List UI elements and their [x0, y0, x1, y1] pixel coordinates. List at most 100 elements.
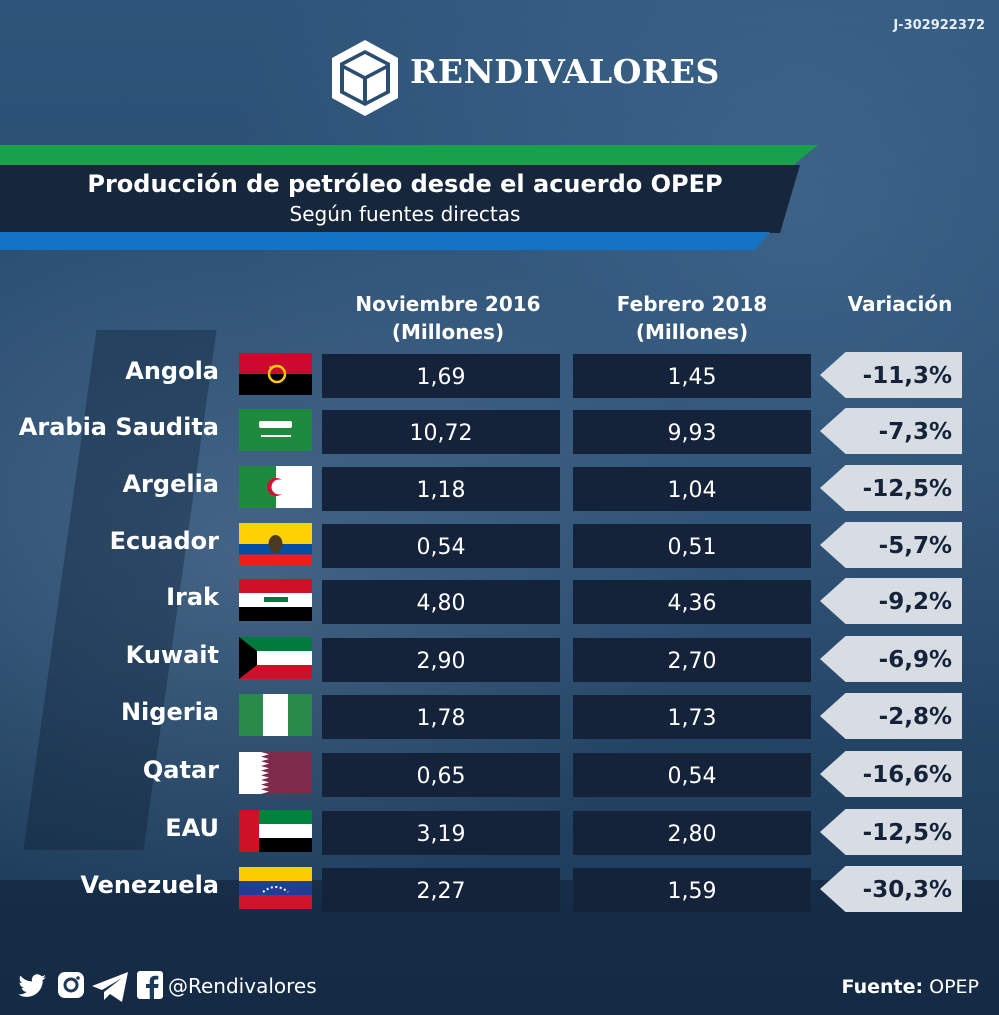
- page-title: Producción de petróleo desde el acuerdo …: [87, 170, 723, 198]
- arrow-left-icon: [820, 636, 962, 682]
- nigeria-flag-icon: [239, 694, 312, 736]
- value-feb-2018: 2,70: [573, 638, 811, 682]
- source-label: Fuente:: [841, 976, 924, 998]
- venezuela-flag-icon: [239, 867, 312, 909]
- value-feb-2018: 9,93: [573, 410, 811, 454]
- saudi-arabia-flag-icon: [239, 409, 312, 451]
- value-nov-2016: 10,72: [322, 410, 560, 454]
- instagram-icon[interactable]: [56, 970, 86, 1000]
- uae-flag-icon: [239, 810, 312, 852]
- variation-badge: -9,2%: [820, 578, 962, 624]
- value-feb-2018: 4,36: [573, 580, 811, 624]
- variation-badge: -30,3%: [820, 866, 962, 912]
- value-feb-2018: 2,80: [573, 811, 811, 855]
- variation-value: -16,6%: [862, 762, 952, 788]
- value-feb-2018: 0,51: [573, 524, 811, 568]
- value-nov-2016: 4,80: [322, 580, 560, 624]
- arrow-left-icon: [820, 809, 962, 855]
- page-subtitle: Según fuentes directas: [289, 202, 521, 226]
- variation-value: -5,7%: [878, 533, 952, 559]
- country-name: Ecuador: [109, 527, 219, 555]
- arrow-left-icon: [820, 408, 962, 454]
- value-feb-2018: 1,73: [573, 695, 811, 739]
- variation-value: -12,5%: [862, 820, 952, 846]
- country-name: Kuwait: [125, 641, 219, 669]
- arrow-left-icon: [820, 522, 962, 568]
- country-name: Qatar: [142, 756, 219, 784]
- variation-badge: -2,8%: [820, 693, 962, 739]
- table-row: EAU 3,19 2,80 -12,5%: [0, 809, 999, 855]
- variation-value: -12,5%: [862, 476, 952, 502]
- value-nov-2016: 2,90: [322, 638, 560, 682]
- column-header-unit: (Millones): [635, 320, 749, 344]
- document-id: J-302922372: [893, 18, 985, 33]
- variation-badge: -16,6%: [820, 751, 962, 797]
- variation-value: -2,8%: [878, 704, 952, 730]
- column-header-unit: (Millones): [391, 320, 505, 344]
- variation-value: -30,3%: [862, 877, 952, 903]
- arrow-left-icon: [820, 465, 962, 511]
- variation-value: -6,9%: [878, 647, 952, 673]
- value-nov-2016: 1,78: [322, 695, 560, 739]
- country-name: Argelia: [122, 470, 219, 498]
- social-handle[interactable]: @Rendivalores: [168, 974, 317, 998]
- telegram-icon[interactable]: [90, 970, 130, 1004]
- country-name: Venezuela: [80, 871, 219, 899]
- table-row: Nigeria 1,78 1,73 -2,8%: [0, 693, 999, 739]
- column-header-label: Febrero 2018: [616, 292, 768, 316]
- column-header-nov-2016: Noviembre 2016 (Millones): [322, 290, 574, 346]
- arrow-left-icon: [820, 866, 962, 912]
- table-row: Ecuador 0,54 0,51 -5,7%: [0, 522, 999, 568]
- header-band-dark: [0, 165, 800, 233]
- country-name: Nigeria: [120, 698, 219, 726]
- variation-value: -11,3%: [862, 363, 952, 389]
- variation-badge: -5,7%: [820, 522, 962, 568]
- variation-badge: -11,3%: [820, 352, 962, 398]
- brand-logo: RENDIVALORES: [330, 38, 730, 118]
- arrow-left-icon: [820, 693, 962, 739]
- qatar-flag-icon: [239, 752, 312, 794]
- kuwait-flag-icon: [239, 637, 312, 679]
- variation-badge: -6,9%: [820, 636, 962, 682]
- arrow-left-icon: [820, 578, 962, 624]
- table-row: Venezuela 2,27 1,59 -30,3%: [0, 866, 999, 912]
- table-row: Argelia 1,18 1,04 -12,5%: [0, 465, 999, 511]
- value-feb-2018: 0,54: [573, 753, 811, 797]
- value-feb-2018: 1,04: [573, 467, 811, 511]
- variation-badge: -12,5%: [820, 809, 962, 855]
- country-name: Arabia Saudita: [18, 413, 219, 441]
- algeria-flag-icon: [239, 466, 312, 508]
- source-credit: Fuente: OPEP: [842, 976, 979, 998]
- facebook-icon[interactable]: [136, 970, 164, 1000]
- country-name: Irak: [166, 583, 219, 611]
- column-header-variation: Variación: [847, 292, 953, 316]
- value-feb-2018: 1,45: [573, 354, 811, 398]
- value-nov-2016: 3,19: [322, 811, 560, 855]
- arrow-left-icon: [820, 352, 962, 398]
- twitter-icon[interactable]: [16, 970, 48, 1002]
- variation-value: -9,2%: [878, 589, 952, 615]
- value-nov-2016: 0,54: [322, 524, 560, 568]
- table-row: Irak 4,80 4,36 -9,2%: [0, 578, 999, 624]
- table-row: Arabia Saudita 10,72 9,93 -7,3%: [0, 408, 999, 454]
- value-feb-2018: 1,59: [573, 868, 811, 912]
- angola-flag-icon: [239, 353, 312, 395]
- header-band-blue: [0, 232, 770, 250]
- value-nov-2016: 1,18: [322, 467, 560, 511]
- header-band-green: [0, 145, 818, 165]
- variation-badge: -12,5%: [820, 465, 962, 511]
- variation-value: -7,3%: [878, 419, 952, 445]
- value-nov-2016: 2,27: [322, 868, 560, 912]
- table-row: Qatar 0,65 0,54 -16,6%: [0, 751, 999, 797]
- value-nov-2016: 0,65: [322, 753, 560, 797]
- column-header-feb-2018: Febrero 2018 (Millones): [573, 290, 811, 346]
- variation-badge: -7,3%: [820, 408, 962, 454]
- arrow-left-icon: [820, 751, 962, 797]
- cube-logo-icon: [332, 40, 398, 116]
- source-value: OPEP: [929, 976, 979, 998]
- country-name: Angola: [125, 357, 219, 385]
- column-header-label: Noviembre 2016: [355, 292, 541, 316]
- iraq-flag-icon: [239, 579, 312, 621]
- table-row: Angola 1,69 1,45 -11,3%: [0, 352, 999, 398]
- value-nov-2016: 1,69: [322, 354, 560, 398]
